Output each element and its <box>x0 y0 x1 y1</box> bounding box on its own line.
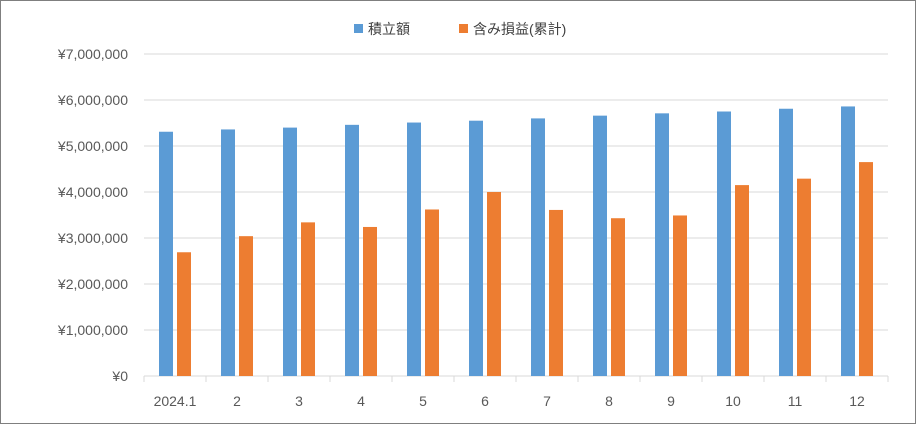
bar-unrealized-gain <box>611 218 625 376</box>
bar-unrealized-gain <box>735 185 749 376</box>
legend-label: 積立額 <box>368 21 410 37</box>
y-tick-label: ¥0 <box>111 368 128 384</box>
bar-unrealized-gain <box>363 226 377 376</box>
bar-contribution <box>407 122 421 376</box>
bar-unrealized-gain <box>301 222 315 376</box>
legend-label: 含み損益(累計) <box>473 21 566 37</box>
bar-unrealized-gain <box>797 178 811 376</box>
legend: 積立額 含み損益(累計) <box>354 21 566 37</box>
bar-contribution <box>841 106 855 376</box>
bar-unrealized-gain <box>859 162 873 376</box>
bar-contribution <box>221 129 235 376</box>
x-tick-label: 7 <box>543 393 551 409</box>
x-tick-label: 6 <box>481 393 489 409</box>
y-tick-label: ¥1,000,000 <box>57 322 128 338</box>
y-tick-label: ¥2,000,000 <box>57 276 128 292</box>
grid-lines <box>144 53 888 331</box>
tick-labels: ¥0 ¥1,000,000 ¥2,000,000 ¥3,000,000 ¥4,000,0… <box>57 46 865 409</box>
y-tick-label: ¥6,000,000 <box>57 92 128 108</box>
bar-contribution <box>655 113 669 376</box>
bar-contribution <box>779 108 793 377</box>
bar-contribution <box>283 127 297 376</box>
bar-contribution <box>469 120 483 376</box>
bar-contribution <box>345 124 359 376</box>
y-tick-label: ¥5,000,000 <box>57 138 128 154</box>
bar-unrealized-gain <box>239 236 253 376</box>
bar-unrealized-gain <box>549 209 563 376</box>
x-tick-label: 8 <box>605 393 613 409</box>
bar-unrealized-gain <box>487 192 501 376</box>
x-tick-label: 4 <box>357 393 365 409</box>
x-tick-label: 5 <box>419 393 427 409</box>
bar-contribution <box>531 118 545 377</box>
x-tick-label: 10 <box>725 393 741 409</box>
legend-swatch <box>459 24 468 33</box>
legend-swatch <box>354 24 363 33</box>
bar-contribution <box>159 131 173 376</box>
axes <box>143 375 889 382</box>
y-tick-label: ¥7,000,000 <box>57 46 128 62</box>
x-tick-label: 2024.1 <box>154 393 197 409</box>
bar-contribution <box>593 115 607 376</box>
x-tick-label: 3 <box>295 393 303 409</box>
bar-unrealized-gain <box>673 215 687 376</box>
y-tick-label: ¥3,000,000 <box>57 230 128 246</box>
bar-unrealized-gain <box>177 252 191 376</box>
bar-contribution <box>717 111 731 376</box>
x-tick-label: 12 <box>849 393 865 409</box>
bar-unrealized-gain <box>425 209 439 376</box>
x-tick-label: 11 <box>788 393 803 409</box>
bars <box>159 106 873 377</box>
x-tick-label: 2 <box>233 393 241 409</box>
y-tick-label: ¥4,000,000 <box>57 184 128 200</box>
x-tick-label: 9 <box>667 393 675 409</box>
